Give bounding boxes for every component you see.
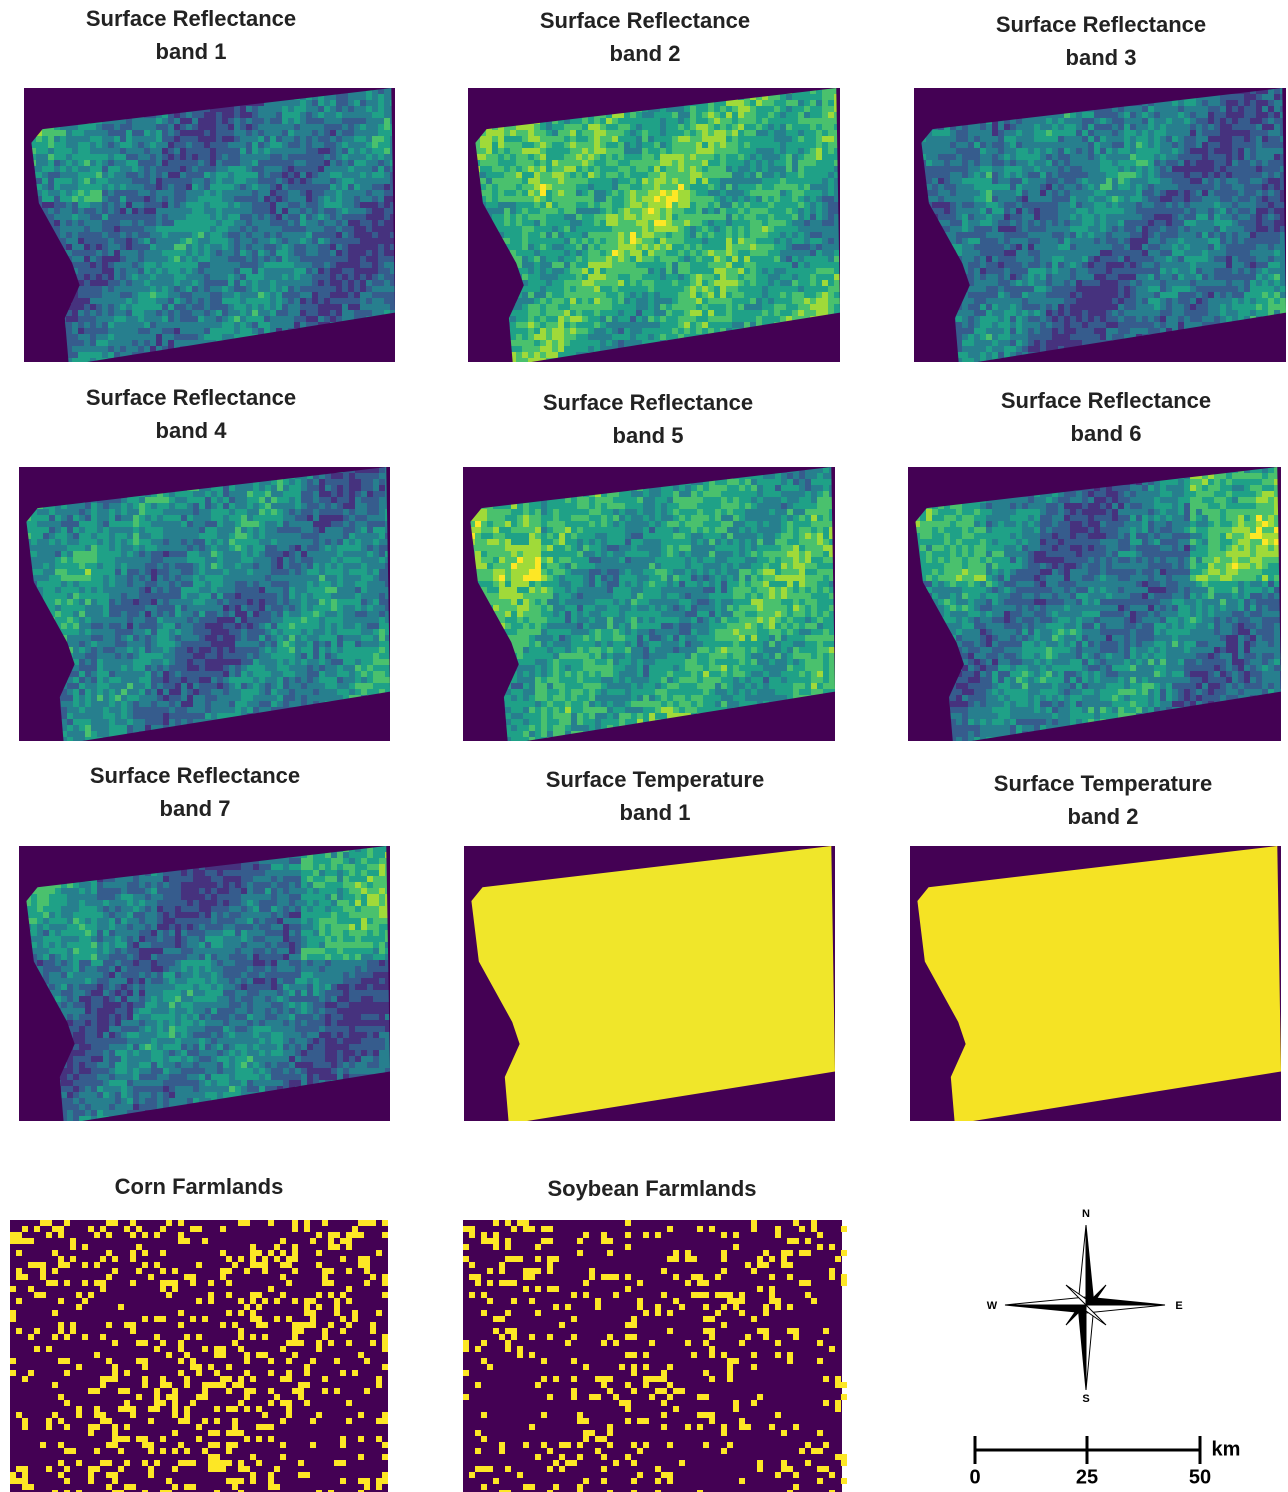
panel-title: Surface Reflectance xyxy=(90,763,300,788)
panel-title: Surface Reflectance xyxy=(86,385,296,410)
scale-unit: km xyxy=(1212,1438,1241,1460)
panel-title: Surface Reflectance xyxy=(996,12,1206,37)
panel-title: band 5 xyxy=(613,423,684,448)
compass-point xyxy=(1078,1225,1086,1305)
swath xyxy=(464,846,835,1121)
map-panel xyxy=(910,846,1281,1121)
map-panel xyxy=(24,88,396,364)
panel-title: Surface Reflectance xyxy=(86,6,296,31)
map-panel xyxy=(914,88,1286,364)
panel-title: Surface Reflectance xyxy=(543,390,753,415)
map-panel xyxy=(19,467,391,743)
compass-point xyxy=(1078,1305,1086,1390)
compass-point xyxy=(1086,1225,1094,1305)
swath xyxy=(910,846,1281,1121)
compass-point xyxy=(1005,1305,1086,1313)
temperature-field xyxy=(910,846,1281,1121)
map-panel xyxy=(464,846,835,1121)
compass-label: N xyxy=(1082,1208,1090,1220)
panel-title: band 2 xyxy=(1068,804,1139,829)
scale-bar xyxy=(975,1436,1200,1464)
map-panel xyxy=(10,1220,388,1492)
panel-title: band 1 xyxy=(156,39,227,64)
compass-label: S xyxy=(1082,1393,1089,1405)
panel-title: Surface Temperature xyxy=(994,771,1212,796)
map-panel xyxy=(19,846,391,1122)
figure: N S W E 0 25 50 km Surface Reflectance ba… xyxy=(0,0,1288,1492)
compass-label: W xyxy=(987,1300,998,1312)
panel-title: band 6 xyxy=(1071,421,1142,446)
panel-title: Surface Reflectance xyxy=(1001,388,1211,413)
map-panel xyxy=(908,467,1286,743)
panel-title: band 1 xyxy=(620,800,691,825)
panel-title: Surface Temperature xyxy=(546,767,764,792)
scale-label: 25 xyxy=(1076,1466,1098,1488)
panel-title: Surface Reflectance xyxy=(540,8,750,33)
compass-rose xyxy=(1005,1225,1165,1390)
compass-label: E xyxy=(1175,1300,1182,1312)
map-panel xyxy=(468,88,840,364)
panel-title: Corn Farmlands xyxy=(115,1174,284,1199)
map-panel xyxy=(463,1220,847,1492)
scale-label: 50 xyxy=(1189,1466,1211,1488)
map-panel xyxy=(463,467,835,743)
panel-title: band 4 xyxy=(156,418,228,443)
scale-label: 0 xyxy=(969,1466,980,1488)
compass-point xyxy=(1086,1297,1165,1305)
panel-title: band 2 xyxy=(610,41,681,66)
compass-point xyxy=(1005,1297,1086,1305)
compass-point xyxy=(1086,1305,1165,1313)
panel-title: band 3 xyxy=(1066,45,1137,70)
panel-title: Soybean Farmlands xyxy=(547,1176,756,1201)
panel-title: band 7 xyxy=(160,796,231,821)
temperature-field xyxy=(464,846,835,1121)
compass-point xyxy=(1086,1305,1094,1390)
